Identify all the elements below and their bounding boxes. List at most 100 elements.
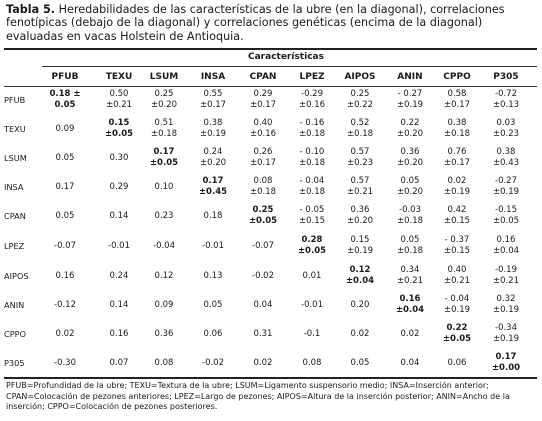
correlation-cell: 0.50 ±0.21 [92,89,146,110]
correlation-cell: 0.06 [186,329,240,340]
cell-value: -0.34 [495,323,517,333]
cell-value: 0.16 [496,235,516,245]
cell-error: ±0.18 [346,128,374,139]
cell-value: - 0.16 [299,118,325,128]
cell-value: 0.58 [447,89,467,99]
row-label: AIPOS [4,271,29,281]
row-label: ANIN [4,300,25,310]
cell-error: ±0.21 [443,275,471,286]
cell-value: 0.16 [55,271,75,281]
cell-value: -0.02 [202,358,224,368]
cell-value: 0.17 [495,352,517,362]
cell-value: 0.05 [350,358,370,368]
cell-value: 0.04 [400,358,420,368]
correlation-cell: 0.05 [333,358,387,369]
column-header: AIPOS [344,72,376,82]
cell-error: 0.05 [54,99,76,110]
cell-value: - 0.04 [299,176,325,186]
correlation-cell: -0.01 [92,241,146,252]
cell-value: 0.31 [253,329,273,339]
cell-value: 0.15 [350,235,370,245]
cell-value: -0.01 [301,300,323,310]
cell-value: 0.04 [253,300,273,310]
cell-error: ±0.18 [150,128,178,139]
cell-value: 0.15 [108,118,130,128]
correlation-cell: 0.29 ±0.17 [236,89,290,110]
cell-error: ±0.19 [492,304,520,315]
correlation-cell: 0.29 [92,182,146,193]
cell-value: -0.1 [303,329,321,339]
correlation-cell: - 0.05 ±0.15 [285,205,339,226]
cell-value: - 0.04 [444,294,470,304]
row-label: PFUB [4,95,26,105]
cell-value: -0.07 [54,241,76,251]
cell-value: 0.06 [447,358,467,368]
cell-error: ±0.19 [346,245,374,256]
cell-value: 0.14 [109,300,129,310]
cell-value: 0.02 [350,329,370,339]
cell-value: 0.14 [109,211,129,221]
cell-value: 0.51 [154,118,174,128]
cell-value: -0.02 [252,271,274,281]
cell-value: 0.02 [55,329,75,339]
correlation-cell: 0.36 ±0.20 [383,147,437,168]
correlation-cell: -0.34 ±0.19 [479,323,533,344]
cell-value: 0.40 [447,265,467,275]
correlation-cell: 0.15 ±0.19 [333,235,387,256]
correlation-cell: 0.18 [186,211,240,222]
cell-value: 0.03 [496,118,516,128]
cell-value: 0.55 [203,89,223,99]
correlation-cell: 0.57 ±0.23 [333,147,387,168]
cell-error: ±0.20 [199,157,227,168]
row-label: CPPO [4,329,27,339]
cell-value: 0.02 [447,176,467,186]
table-footnote: PFUB=Profundidad de la ubre; TEXU=Textur… [6,381,510,412]
correlation-cell: 0.40 ±0.16 [236,118,290,139]
cell-error: ±0.16 [249,128,277,139]
cell-error: ±0.05 [248,215,278,226]
cell-error: ±0.19 [443,186,471,197]
cell-value: 0.12 [154,271,174,281]
cell-error: ±0.13 [492,99,520,110]
cell-value: 0.52 [350,118,370,128]
cell-error: ±0.04 [395,304,425,315]
cell-value: 0.13 [203,271,223,281]
cell-error: ±0.23 [346,157,374,168]
column-header: LPEZ [299,72,325,82]
cell-value: - 0.37 [444,235,470,245]
correlation-cell: 0.07 [92,358,146,369]
cell-value: -0.03 [399,205,421,215]
cell-error: ±0.20 [346,215,374,226]
cell-value: 0.02 [253,358,273,368]
cell-value: 0.08 [154,358,174,368]
heritability-cell: 0.28 ±0.05 [285,235,339,256]
cell-value: 0.08 [302,358,322,368]
cell-error: ±0.19 [443,304,471,315]
cell-value: 0.38 [496,147,516,157]
correlation-cell: 0.08 [285,358,339,369]
cell-value: 0.09 [154,300,174,310]
cell-value: 0.26 [253,147,273,157]
correlation-cell: -0.19 ±0.21 [479,265,533,286]
correlation-cell: 0.04 [383,358,437,369]
cell-value: 0.05 [55,211,75,221]
correlation-cell: 0.13 [186,271,240,282]
correlation-cell: 0.05 [38,153,92,164]
cell-value: -0.30 [54,358,76,368]
correlation-cell: 0.08 ±0.18 [236,176,290,197]
cell-value: 0.28 [301,235,323,245]
cell-value: -0.12 [54,300,76,310]
row-label: LPEZ [4,241,25,251]
cell-value: - 0.05 [299,205,325,215]
correlation-cell: - 0.27 ±0.19 [383,89,437,110]
cell-value: -0.72 [495,89,517,99]
cell-value: 0.06 [203,329,223,339]
heritability-cell: 0.18 ±0.05 [38,89,92,110]
correlation-cell: 0.32 ±0.19 [479,294,533,315]
cell-error: ±0.19 [199,128,227,139]
cell-value: 0.40 [253,118,273,128]
heritability-cell: 0.17 ±0.45 [186,176,240,197]
cell-value: 0.34 [400,265,420,275]
correlation-cell: - 0.10 ±0.18 [285,147,339,168]
cell-error: ±0.18 [298,128,326,139]
